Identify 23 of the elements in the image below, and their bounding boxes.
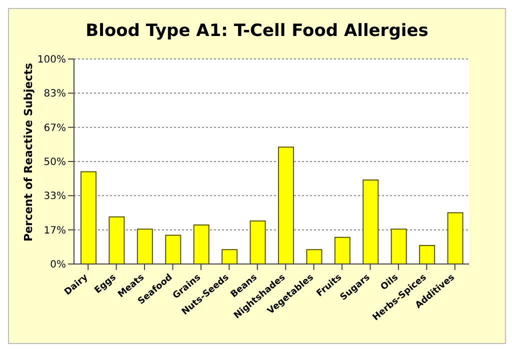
bar [222,249,238,264]
y-tick-label: 33% [44,191,66,202]
y-tick-label: 100% [37,54,66,66]
y-tick-label: 17% [44,225,66,236]
bar [447,212,464,264]
bar [250,220,266,264]
bar [334,236,350,264]
y-tick-label: 83% [44,88,66,100]
y-tick-label: 67% [44,122,66,134]
bar [362,179,379,264]
bar [306,249,322,264]
bar [136,228,153,264]
bar [108,216,125,264]
bar [278,146,294,264]
y-tick-label: 50% [44,157,66,168]
bar [419,245,436,264]
bar [165,234,182,264]
bar [193,224,210,264]
y-tick-label: 0% [50,260,66,271]
y-axis-title: Percent of Reactive Subjects [22,62,35,242]
chart-title: Blood Type A1: T-Cell Food Allergies [84,20,430,43]
bar [390,228,407,264]
bar [80,171,96,264]
